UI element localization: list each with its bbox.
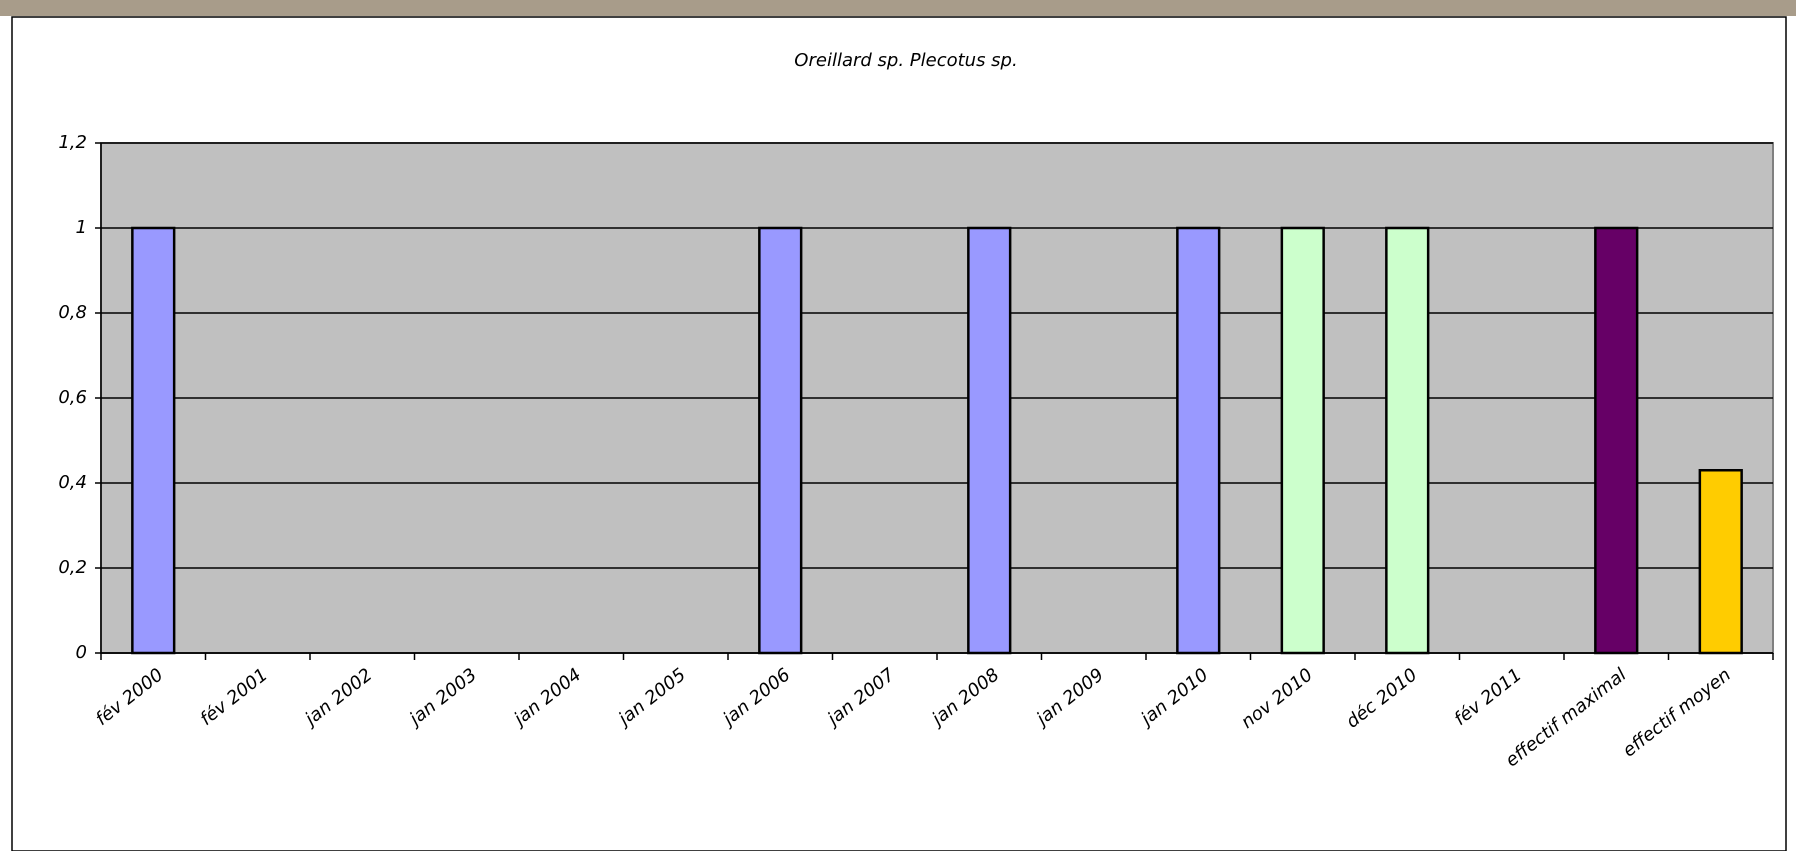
bar <box>967 226 1012 655</box>
y-tick-label: 0,8 <box>58 302 87 323</box>
bar <box>1280 226 1325 655</box>
y-tick-label: 0,2 <box>58 557 87 578</box>
bar <box>1594 226 1639 655</box>
y-tick-label: 1 <box>76 217 87 238</box>
background-strip <box>0 0 1796 16</box>
y-tick-label: 0,4 <box>58 472 87 493</box>
bar <box>1698 469 1743 655</box>
bar <box>758 226 803 655</box>
y-tick-label: 0 <box>76 642 87 663</box>
y-tick-label: 1,2 <box>58 132 87 153</box>
bar <box>131 226 176 655</box>
y-tick-label: 0,6 <box>58 387 87 408</box>
bar <box>1385 226 1430 655</box>
bar <box>1176 226 1221 655</box>
chart-title: Oreillard sp. Plecotus sp. <box>794 50 1017 71</box>
